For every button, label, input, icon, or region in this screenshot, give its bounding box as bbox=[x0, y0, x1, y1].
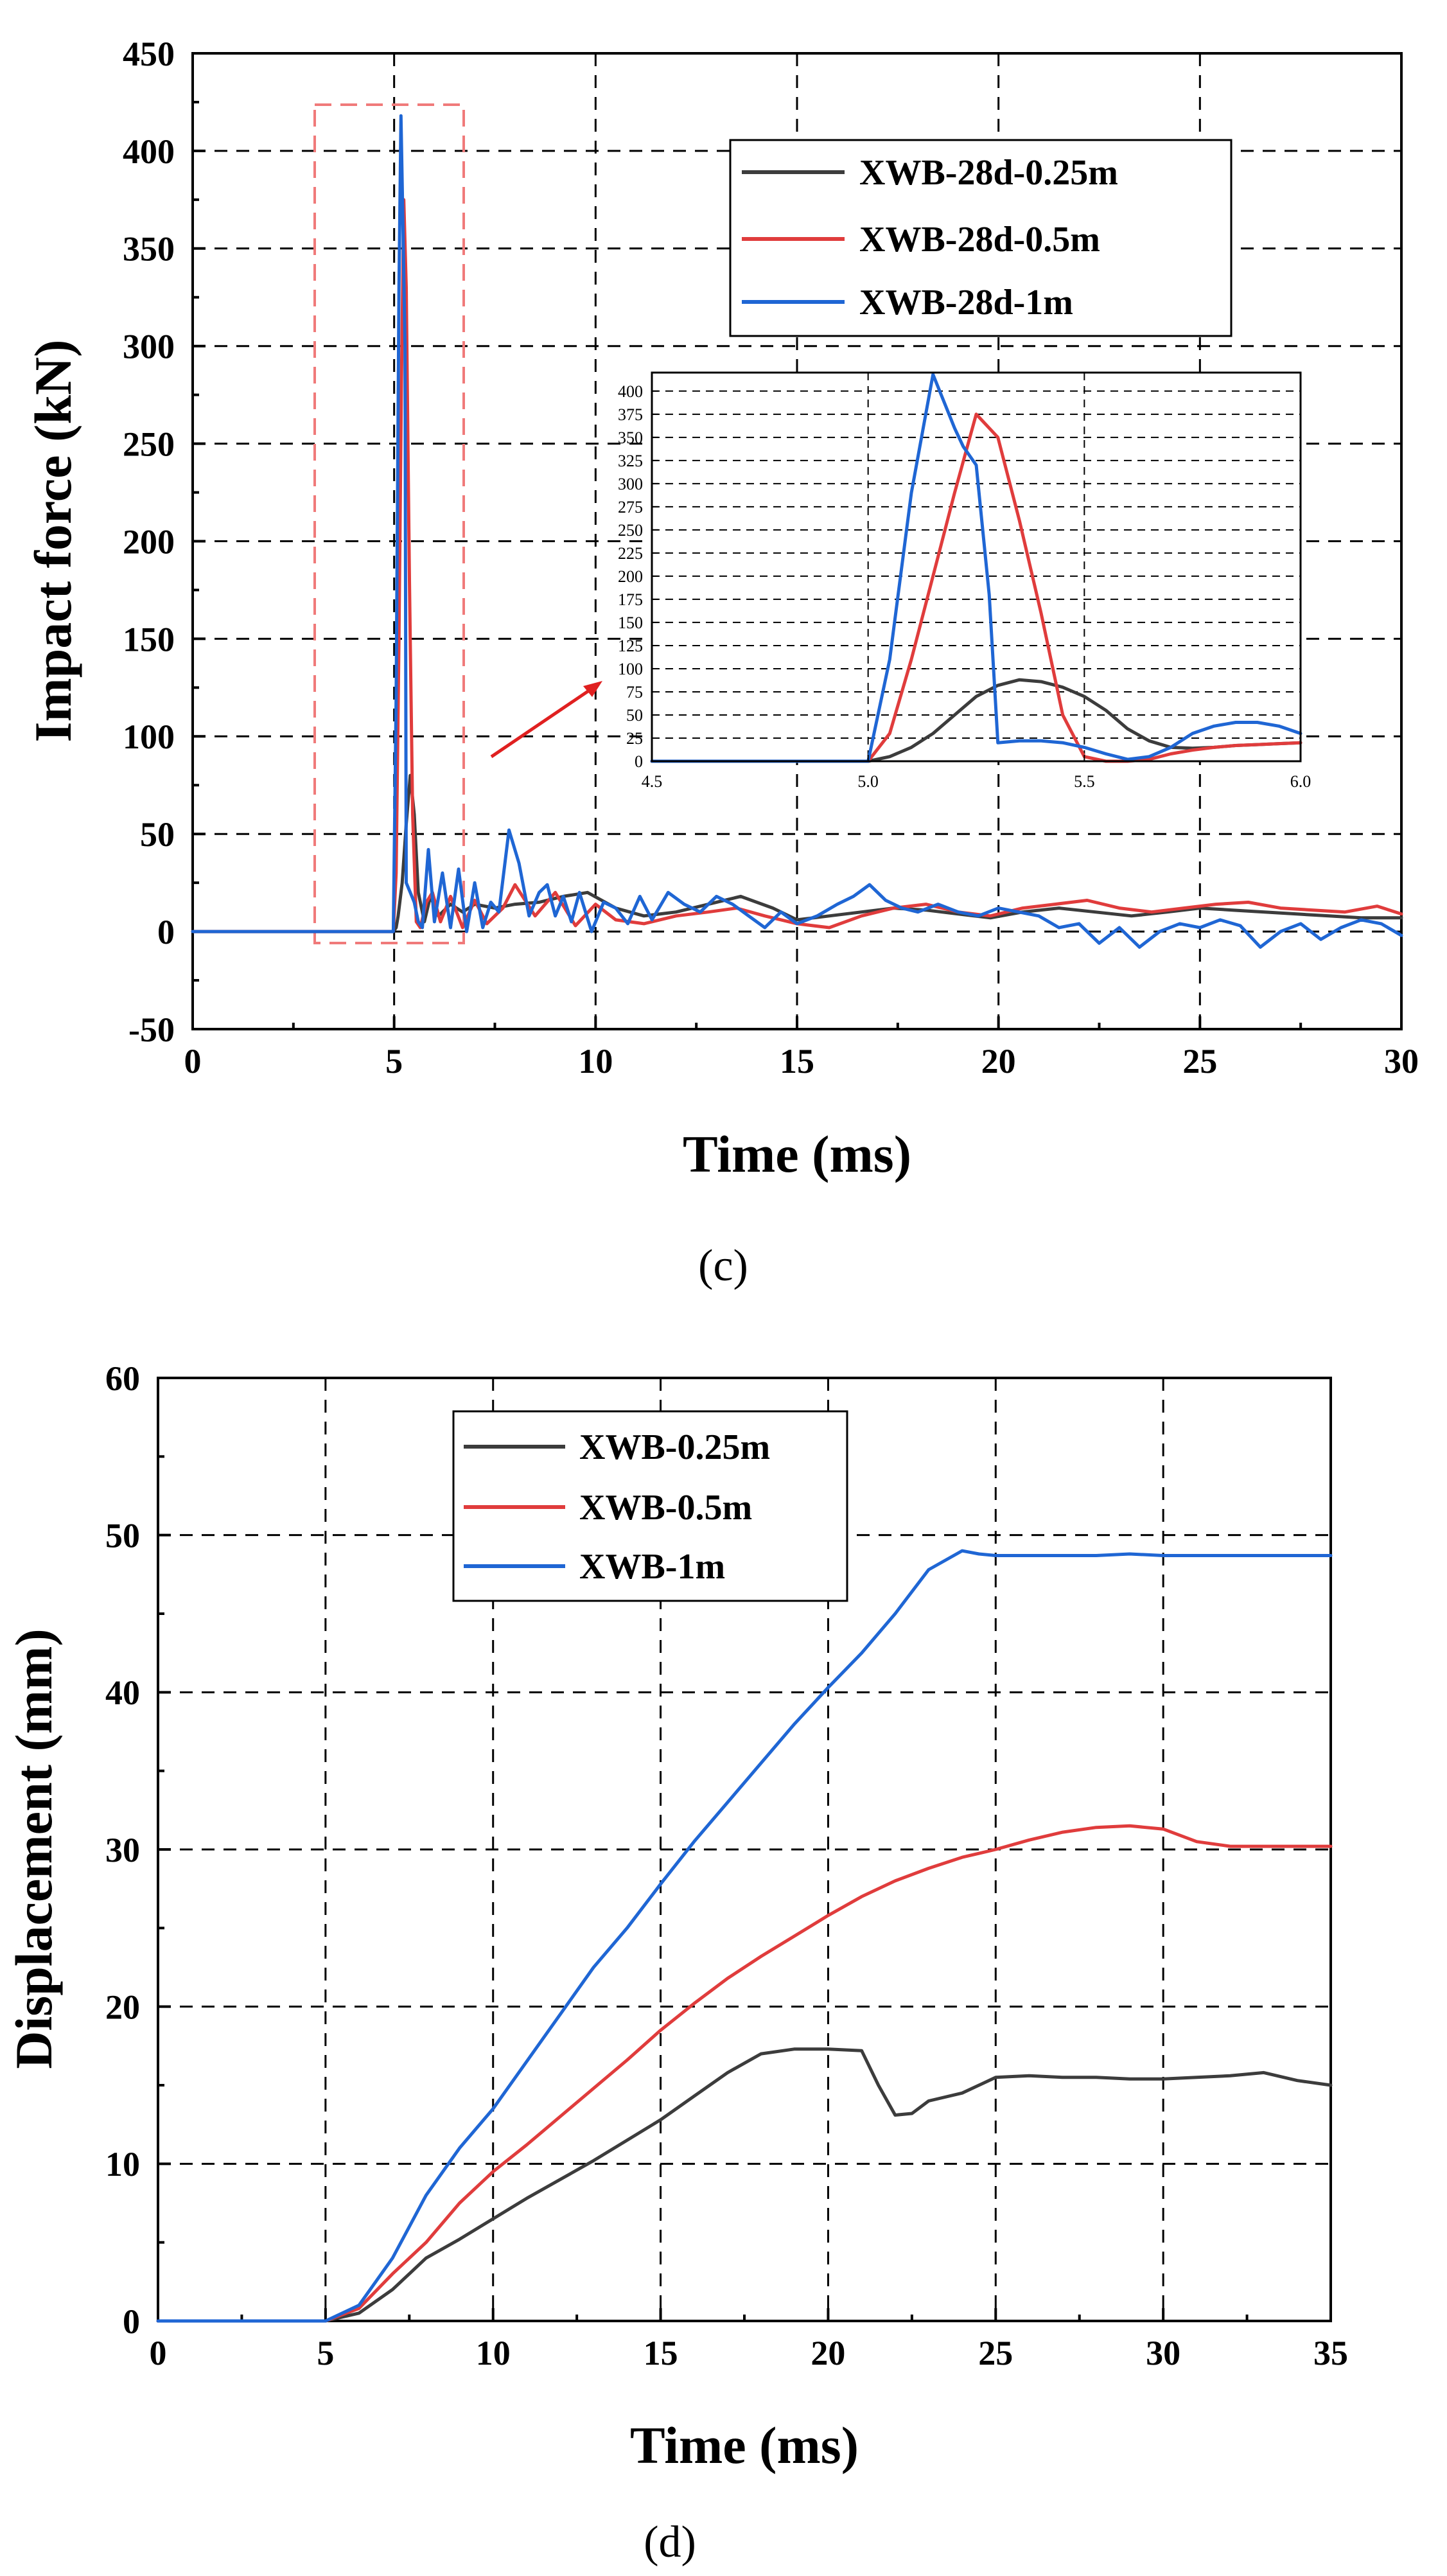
y-tick-label: 75 bbox=[626, 683, 643, 701]
y-tick-label: 175 bbox=[618, 590, 643, 609]
x-tick-label: 15 bbox=[644, 2334, 678, 2372]
legend: XWB-0.25m XWB-0.5m XWB-1m bbox=[452, 1410, 848, 1602]
y-tick-label: 40 bbox=[105, 1673, 140, 1712]
y-tick-label: 325 bbox=[618, 452, 643, 470]
legend-label-2: XWB-1m bbox=[579, 1547, 725, 1587]
y-tick-label: 150 bbox=[123, 620, 175, 658]
y-tick-label: 60 bbox=[105, 1359, 140, 1398]
x-tick-label: 5.0 bbox=[857, 772, 879, 791]
y-tick-label: 250 bbox=[618, 521, 643, 540]
y-tick-label: 350 bbox=[123, 230, 175, 269]
y-tick-label: 100 bbox=[123, 718, 175, 756]
x-tick-label: 10 bbox=[578, 1042, 613, 1081]
y-tick-label: 50 bbox=[140, 815, 175, 854]
displacement-chart: 0 5 10 15 20 25 30 35 0 10 20 30 40 50 60 XWB-0.25m XW… bbox=[4, 1359, 1348, 2567]
y-tick-label: 0 bbox=[635, 752, 643, 771]
series-line-XWB-28d-0.25m bbox=[191, 773, 1403, 933]
y-tick-label: 25 bbox=[626, 729, 643, 748]
inset-frame-border bbox=[651, 371, 1302, 763]
legend-label-1: XWB-28d-0.5m bbox=[859, 220, 1100, 260]
x-axis-label: Time (ms) bbox=[683, 1125, 911, 1183]
y-tick-label: 225 bbox=[618, 544, 643, 563]
axis-ticks: 0 5 10 15 20 25 30-500501001502002503003504004… bbox=[123, 35, 1419, 1081]
y-tick-label: 10 bbox=[105, 2145, 140, 2183]
inset-grid bbox=[652, 373, 1301, 761]
y-tick-label: 0 bbox=[123, 2302, 140, 2341]
x-tick-label: 4.5 bbox=[642, 772, 663, 791]
legend: XWB-28d-0.25m XWB-28d-0.5m XWB-28d-1m bbox=[729, 139, 1232, 337]
inset-chart: 4.5 5.0 5.5 6.0 0 25 50 75 100 125 150 175 200 225 250… bbox=[618, 371, 1311, 791]
x-tick-label: 5 bbox=[385, 1042, 403, 1081]
x-tick-label: 25 bbox=[978, 2334, 1013, 2372]
x-tick-label: 25 bbox=[1182, 1042, 1217, 1081]
legend-label-1: XWB-0.5m bbox=[579, 1488, 752, 1528]
y-tick-label: 300 bbox=[123, 328, 175, 366]
y-tick-label: 50 bbox=[105, 1517, 140, 1555]
y-axis-label: Impact force (kN) bbox=[24, 340, 82, 743]
y-tick-label: -50 bbox=[128, 1010, 175, 1049]
y-tick-label: 375 bbox=[618, 405, 643, 424]
y-tick-label: 0 bbox=[157, 913, 175, 951]
x-tick-label: 30 bbox=[1146, 2334, 1180, 2372]
panel-caption: (d) bbox=[644, 2518, 696, 2567]
y-tick-label: 150 bbox=[618, 613, 643, 632]
y-tick-label: 400 bbox=[123, 132, 175, 171]
inset-ticks: 4.5 5.0 5.5 6.0 0 25 50 75 100 125 150 175 200 225 250… bbox=[618, 382, 1311, 791]
inset-arrow bbox=[490, 681, 602, 759]
legend-label-0: XWB-28d-0.25m bbox=[859, 153, 1118, 193]
legend-label-0: XWB-0.25m bbox=[579, 1427, 770, 1467]
panel-caption: (c) bbox=[698, 1241, 748, 1291]
x-tick-label: 5.5 bbox=[1074, 772, 1095, 791]
x-tick-label: 30 bbox=[1384, 1042, 1419, 1081]
series-line-XWB-0.25m bbox=[156, 2047, 1333, 2323]
series-lines bbox=[191, 114, 1403, 949]
series-line-XWB-28d-1m bbox=[650, 373, 1302, 763]
y-tick-label: 50 bbox=[626, 706, 643, 725]
x-tick-label: 35 bbox=[1313, 2334, 1348, 2372]
series-line-XWB-1m bbox=[156, 1549, 1333, 2323]
y-tick-label: 200 bbox=[618, 567, 643, 586]
inset-frame bbox=[651, 371, 1302, 763]
zoom-region-box bbox=[313, 103, 465, 944]
x-tick-label: 20 bbox=[811, 2334, 845, 2372]
x-tick-label: 20 bbox=[981, 1042, 1016, 1081]
series-line-XWB-0.5m bbox=[156, 1824, 1333, 2323]
x-tick-label: 15 bbox=[780, 1042, 814, 1081]
series-lines bbox=[156, 1549, 1333, 2323]
y-tick-label: 275 bbox=[618, 498, 643, 516]
y-tick-label: 30 bbox=[105, 1831, 140, 1869]
series-line-XWB-28d-0.5m bbox=[650, 412, 1302, 763]
axis-ticks: 0 5 10 15 20 25 30 35 0 10 20 30 40 50 60 bbox=[105, 1359, 1348, 2372]
x-tick-label: 0 bbox=[150, 2334, 167, 2372]
x-tick-label: 6.0 bbox=[1290, 772, 1311, 791]
y-tick-label: 20 bbox=[105, 1988, 140, 2027]
y-tick-label: 250 bbox=[123, 425, 175, 464]
impact-force-chart: 0 5 10 15 20 25 30-500501001502002503003504004… bbox=[24, 35, 1419, 1291]
y-tick-label: 350 bbox=[618, 428, 643, 447]
y-tick-label: 200 bbox=[123, 522, 175, 561]
inset-lines bbox=[650, 373, 1302, 763]
x-tick-label: 5 bbox=[317, 2334, 334, 2372]
legend-label-2: XWB-28d-1m bbox=[859, 283, 1073, 322]
x-axis-label: Time (ms) bbox=[630, 2416, 859, 2475]
y-tick-label: 100 bbox=[618, 660, 643, 678]
y-axis-label: Displacement (mm) bbox=[4, 1628, 63, 2069]
y-tick-label: 450 bbox=[123, 35, 175, 73]
y-tick-label: 300 bbox=[618, 475, 643, 493]
x-tick-label: 10 bbox=[476, 2334, 511, 2372]
x-tick-label: 0 bbox=[184, 1042, 202, 1081]
y-tick-label: 400 bbox=[618, 382, 643, 401]
series-line-XWB-28d-1m bbox=[191, 114, 1403, 949]
y-tick-label: 125 bbox=[618, 637, 643, 655]
